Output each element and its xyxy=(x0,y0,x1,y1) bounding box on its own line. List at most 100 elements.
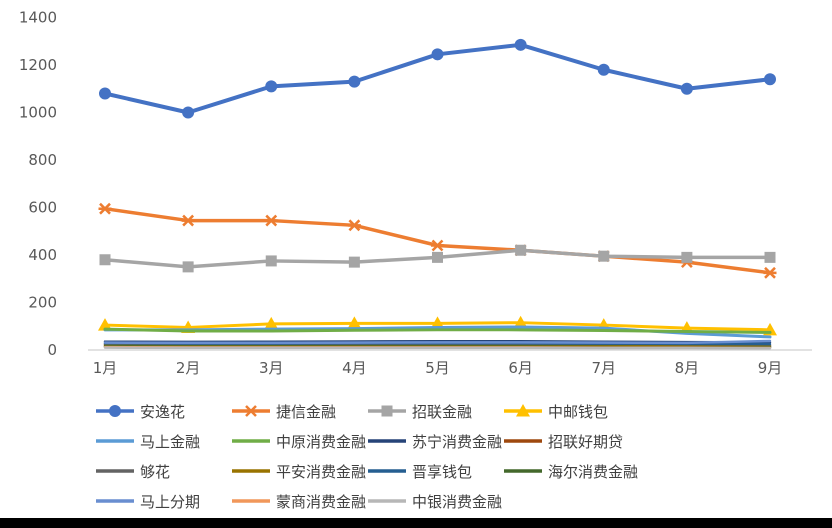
y-axis-tick-label: 0 xyxy=(47,341,57,359)
marker-asterisk-icon xyxy=(264,214,278,227)
legend-swatch-icon xyxy=(96,469,134,473)
x-axis-tick-label: 3月 xyxy=(259,359,284,377)
marker-circle-icon xyxy=(182,106,195,119)
legend-swatch-icon xyxy=(504,439,542,443)
marker-triangle-icon xyxy=(430,316,445,329)
legend-swatch-icon xyxy=(96,499,134,503)
legend-item: 中邮钱包 xyxy=(503,401,639,422)
x-axis-tick-label: 4月 xyxy=(342,359,367,377)
y-axis-tick-label: 400 xyxy=(28,246,57,264)
marker-square-icon xyxy=(432,251,443,263)
marker-triangle-icon xyxy=(98,318,112,331)
marker-triangle-icon xyxy=(516,404,530,417)
marker-square-icon xyxy=(381,405,393,417)
bottom-black-bar xyxy=(0,518,832,528)
marker-square-icon xyxy=(348,256,360,268)
marker-square-icon xyxy=(99,254,111,266)
series-line-1 xyxy=(103,206,772,275)
marker-triangle-icon xyxy=(513,315,528,329)
marker-square-icon xyxy=(598,250,610,262)
legend-swatch-icon xyxy=(368,405,406,417)
legend-label: 蒙商消费金融 xyxy=(276,492,367,511)
marker-circle-icon xyxy=(514,38,527,51)
marker-circle-icon xyxy=(109,405,121,417)
legend-label: 捷信金融 xyxy=(276,402,337,421)
legend-item: 蒙商消费金融 xyxy=(231,491,367,512)
legend-item: 平安消费金融 xyxy=(231,461,367,482)
legend-label: 海尔消费金融 xyxy=(548,462,639,481)
series-line-5 xyxy=(103,327,772,334)
legend-row: 马上分期 蒙商消费金融 中银消费金融 xyxy=(0,486,832,516)
x-axis-tick-label: 9月 xyxy=(758,359,783,377)
legend-row: 够花 平安消费金融 晋享钱包 海尔消费金融 xyxy=(0,456,832,486)
marker-triangle-icon xyxy=(347,316,362,329)
marker-square-icon xyxy=(182,261,194,273)
y-axis-tick-label: 1200 xyxy=(19,56,57,74)
legend-swatch-icon xyxy=(232,439,270,443)
legend-item: 招联金融 xyxy=(367,401,503,422)
legend-label: 晋享钱包 xyxy=(412,462,473,481)
marker-square-icon xyxy=(764,251,776,263)
x-axis-tick-label: 8月 xyxy=(675,359,700,377)
x-axis-tick-label: 5月 xyxy=(425,359,450,377)
legend-label: 安逸花 xyxy=(140,402,186,421)
x-axis-tick-label: 6月 xyxy=(508,359,533,377)
marker-circle-icon xyxy=(265,80,278,93)
y-axis-tick-label: 200 xyxy=(28,294,57,312)
legend-item: 马上金融 xyxy=(95,431,231,452)
legend-swatch-icon xyxy=(232,499,270,503)
legend-swatch-icon xyxy=(368,469,406,473)
legend-item: 苏宁消费金融 xyxy=(367,431,503,452)
legend-swatch-icon xyxy=(504,404,542,417)
marker-circle-icon xyxy=(597,63,610,76)
legend-item: 中原消费金融 xyxy=(231,431,367,452)
legend-swatch-icon xyxy=(96,439,134,443)
legend-swatch-icon xyxy=(96,405,134,417)
line-chart: 0 200 400 600 800 1000 1200 1400 1月 2月 3月 4月 5月 6月 7月 8… xyxy=(19,9,812,377)
series-line-14 xyxy=(103,346,772,350)
legend-item: 招联好期贷 xyxy=(503,431,639,452)
marker-asterisk-icon xyxy=(98,202,112,215)
x-axis-tick-label: 1月 xyxy=(93,359,118,377)
legend-label: 平安消费金融 xyxy=(276,462,367,481)
legend-swatch-icon xyxy=(368,499,406,503)
marker-asterisk-icon xyxy=(244,405,258,417)
legend-swatch-icon xyxy=(232,405,270,417)
legend-item: 中银消费金融 xyxy=(367,491,503,512)
marker-circle-icon xyxy=(764,73,776,86)
legend-label: 中原消费金融 xyxy=(276,432,367,451)
marker-circle-icon xyxy=(348,75,361,88)
series-line-12 xyxy=(103,339,772,345)
legend-label: 中邮钱包 xyxy=(548,402,609,421)
marker-asterisk-icon xyxy=(181,214,195,227)
marker-asterisk-icon xyxy=(763,266,777,279)
legend-label: 马上金融 xyxy=(140,432,201,451)
legend-swatch-icon xyxy=(504,469,542,473)
legend-label: 招联金融 xyxy=(412,402,473,421)
legend-swatch-icon xyxy=(232,469,270,473)
marker-square-icon xyxy=(515,244,527,256)
legend-row: 安逸花 捷信金融 招联金融 中邮钱包 xyxy=(0,396,832,426)
y-axis-tick-label: 1400 xyxy=(19,9,57,27)
legend-label: 中银消费金融 xyxy=(412,492,503,511)
legend-label: 苏宁消费金融 xyxy=(412,432,503,451)
x-axis-tick-label: 7月 xyxy=(591,359,616,377)
legend-label: 够花 xyxy=(140,462,171,481)
legend-label: 马上分期 xyxy=(140,492,201,511)
legend-row: 马上金融 中原消费金融 苏宁消费金融 招联好期贷 xyxy=(0,426,832,456)
marker-asterisk-icon xyxy=(431,239,444,252)
legend-swatch-icon xyxy=(368,439,406,443)
legend-item: 晋享钱包 xyxy=(367,461,503,482)
marker-square-icon xyxy=(265,255,277,267)
y-axis-tick-label: 800 xyxy=(28,151,57,169)
marker-circle-icon xyxy=(680,82,693,95)
legend-item: 捷信金融 xyxy=(231,401,367,422)
legend-item: 海尔消费金融 xyxy=(503,461,639,482)
chart-legend: 安逸花 捷信金融 招联金融 中邮钱包马上金融 中原消费金融 苏宁消费金融 招联好期贷够花 平安… xyxy=(0,396,832,516)
marker-circle-icon xyxy=(431,48,444,61)
marker-asterisk-icon xyxy=(347,219,361,232)
x-axis-tick-label: 2月 xyxy=(176,359,201,377)
y-axis-tick-label: 600 xyxy=(28,199,57,217)
legend-label: 招联好期贷 xyxy=(548,432,624,451)
